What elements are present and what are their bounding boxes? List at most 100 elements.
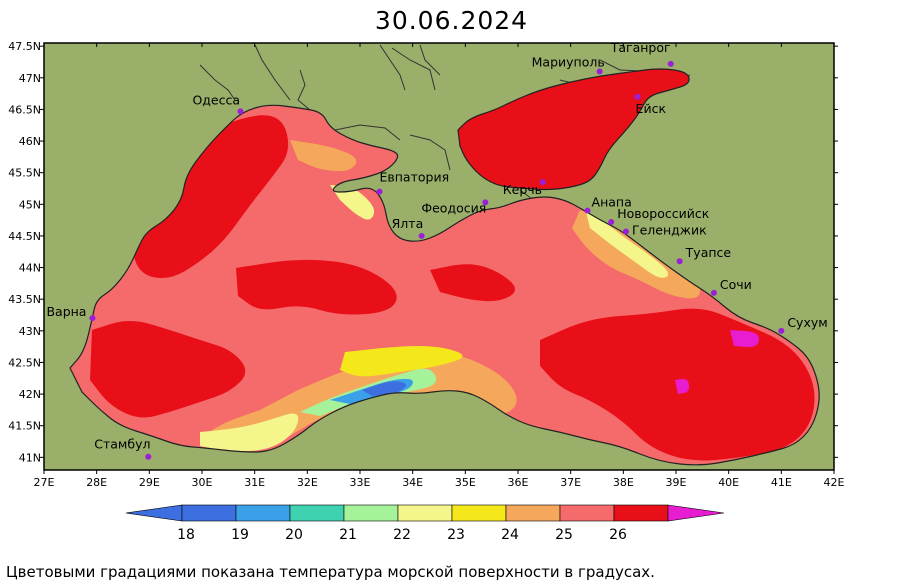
city-dot — [418, 232, 425, 239]
coastline — [69, 104, 820, 466]
zone-22-crimea — [330, 185, 375, 220]
zone-24-odessa — [290, 140, 357, 172]
zone-26-nw — [133, 115, 289, 279]
city-label: Новороссийск — [617, 206, 710, 221]
y-tick-label: 47N — [19, 72, 41, 85]
caption: Цветовыми градациями показана температур… — [6, 563, 655, 581]
city-label: Ялта — [392, 216, 424, 231]
city-dot — [710, 289, 717, 296]
sea-of-azov — [458, 69, 690, 190]
colorbar-label: 25 — [555, 527, 573, 543]
x-tick-label: 28E — [86, 476, 107, 489]
city-label: Мариуполь — [532, 54, 605, 69]
x-tick-label: 40E — [718, 476, 739, 489]
city-dot — [778, 327, 785, 334]
temperature-colorbar: 18 19 20 21 22 23 24 25 26 — [125, 504, 725, 543]
city-dot — [676, 258, 683, 265]
colorbar-label: 18 — [177, 527, 195, 543]
colorbar-label: 19 — [231, 527, 249, 543]
y-tick-label: 46N — [19, 135, 41, 148]
x-tick-label: 39E — [666, 476, 687, 489]
city-label: Таганрог — [610, 40, 671, 55]
y-tick-label: 44N — [19, 262, 41, 275]
temperature-zones — [90, 115, 815, 461]
colorbar-swatch — [451, 504, 507, 522]
y-tick-label: 43N — [19, 325, 41, 338]
x-tick-label: 31E — [244, 476, 265, 489]
y-tick-label: 47.5N — [8, 40, 41, 53]
city-dot — [608, 219, 615, 226]
y-tick-label: 45N — [19, 198, 41, 211]
city-dot — [237, 108, 244, 115]
city-dot — [622, 228, 629, 235]
city-label: Стамбул — [94, 437, 150, 452]
city-markers: Одесса Мариуполь Таганрог Ейск Евпатория Феод… — [46, 40, 828, 460]
sst-map: Одесса Мариуполь Таганрог Ейск Евпатория Феод… — [8, 40, 844, 543]
city-label: Ейск — [636, 101, 667, 116]
azov-coastline — [457, 68, 690, 191]
colorbar-swatch — [235, 504, 291, 522]
zone-26-west-mid — [236, 259, 397, 315]
city-dot — [89, 315, 96, 322]
x-tick-label: 42E — [824, 476, 845, 489]
map-frame — [43, 42, 835, 471]
map-axes: 27E 28E 29E 30E 31E 32E 33E 34E 35E 36E 37E 38E 39E 4… — [8, 40, 844, 489]
colorbar-high-arrow — [667, 504, 725, 522]
x-tick-label: 30E — [192, 476, 213, 489]
city-dot — [482, 199, 489, 206]
colorbar-low-arrow — [125, 504, 183, 522]
zone-27-sukhum — [730, 330, 760, 348]
zone-22-caucasus — [586, 212, 669, 278]
y-tick-label: 41N — [19, 451, 41, 464]
x-tick-label: 36E — [508, 476, 529, 489]
city-label: Сухум — [787, 315, 827, 330]
x-tick-label: 37E — [560, 476, 581, 489]
y-tick-label: 44.5N — [8, 230, 41, 243]
x-tick-label: 27E — [34, 476, 55, 489]
x-tick-label: 33E — [350, 476, 371, 489]
x-tick-label: 34E — [402, 476, 423, 489]
city-label: Анапа — [592, 195, 632, 210]
x-tick-label: 41E — [771, 476, 792, 489]
colorbar-swatch — [397, 504, 453, 522]
y-tick-label: 43.5N — [8, 293, 41, 306]
colorbar-label: 22 — [393, 527, 411, 543]
zone-18-south — [362, 381, 407, 396]
zone-26-sw — [90, 321, 246, 418]
map-title: 30.06.2024 — [374, 6, 529, 35]
zone-26-central — [430, 264, 515, 302]
y-tick-label: 45.5N — [8, 167, 41, 180]
city-dot — [145, 453, 152, 460]
x-tick-label: 32E — [297, 476, 318, 489]
city-label: Геленджик — [632, 223, 707, 238]
colorbar-swatch — [343, 504, 399, 522]
city-dot — [667, 60, 674, 67]
city-label: Туапсе — [685, 245, 732, 260]
colorbar-swatch — [613, 504, 669, 522]
zone-27-east — [675, 378, 690, 394]
y-tick-label: 41.5N — [8, 420, 41, 433]
city-label: Евпатория — [379, 170, 449, 185]
colorbar-label: 21 — [339, 527, 357, 543]
city-dot — [539, 179, 546, 186]
city-dot — [584, 207, 591, 214]
city-dot — [634, 93, 641, 100]
x-tick-label: 38E — [613, 476, 634, 489]
city-label: Одесса — [192, 92, 240, 107]
y-tick-label: 42.5N — [8, 356, 41, 369]
colorbar-swatch — [289, 504, 345, 522]
colorbar-swatch — [181, 504, 237, 522]
y-tick-label: 42N — [19, 388, 41, 401]
city-dot — [596, 68, 603, 75]
x-tick-label: 29E — [139, 476, 160, 489]
colorbar-label: 20 — [285, 527, 303, 543]
city-label: Сочи — [720, 277, 752, 292]
zone-22-bosporus — [200, 413, 299, 452]
colorbar-swatch — [505, 504, 561, 522]
y-tick-label: 46.5N — [8, 103, 41, 116]
city-dot — [376, 188, 383, 195]
city-label: Феодосия — [421, 200, 486, 215]
colorbar-label: 24 — [501, 527, 519, 543]
city-label: Варна — [46, 304, 86, 319]
colorbar-label: 23 — [447, 527, 465, 543]
